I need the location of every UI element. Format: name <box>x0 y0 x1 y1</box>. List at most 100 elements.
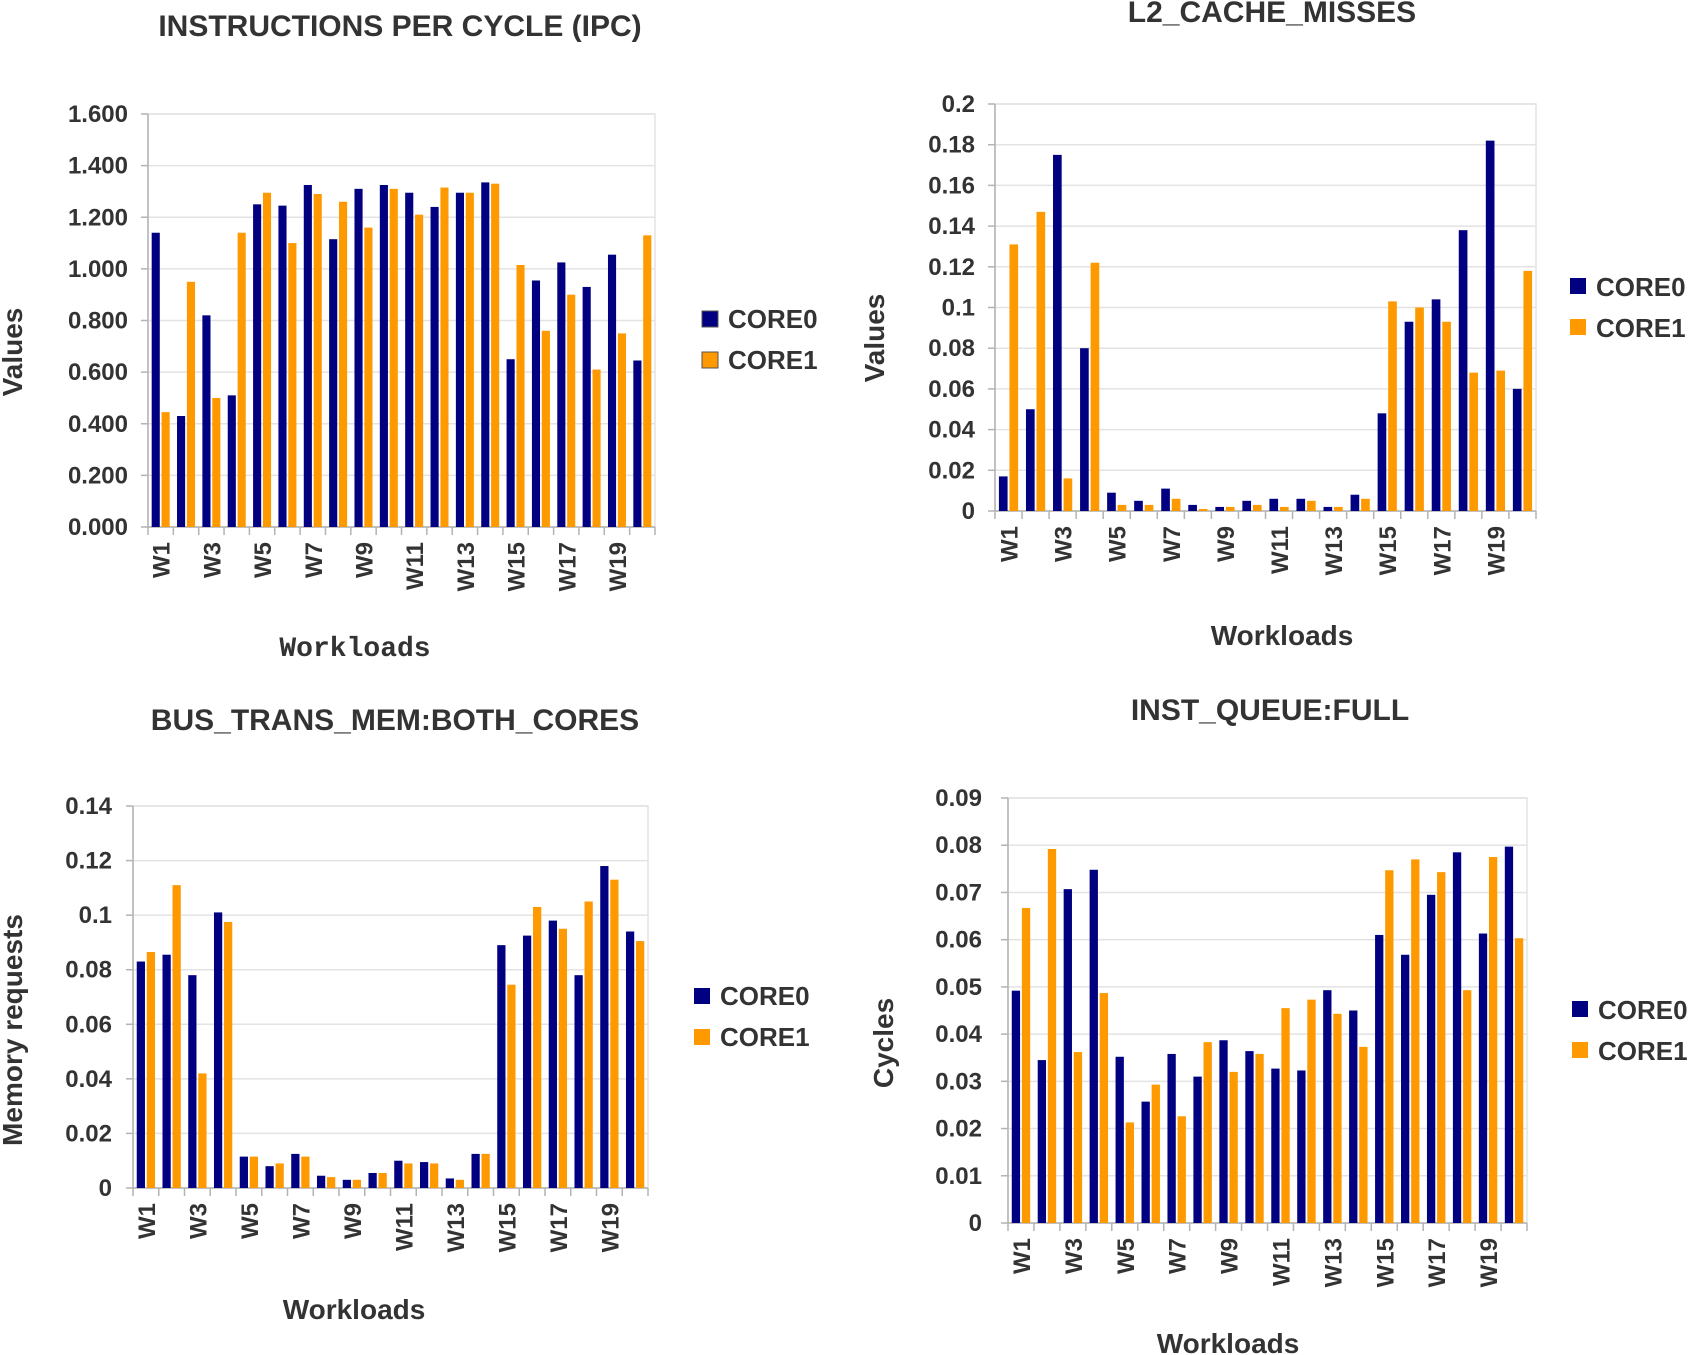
y-tick-label: 0.08 <box>65 957 112 984</box>
x-tick-label: W7 <box>288 1203 315 1239</box>
legend-swatch-core1 <box>701 351 719 369</box>
y-tick-label: 0.08 <box>935 832 982 859</box>
bar-core1-w8 <box>339 201 348 527</box>
bar-core0-w3 <box>1063 889 1072 1223</box>
bar-core0-w4 <box>227 395 236 527</box>
bar-core1-w5 <box>1125 1122 1134 1223</box>
x-tick-label: W1 <box>997 526 1024 562</box>
bar-core0-w12 <box>419 1162 429 1188</box>
bar-core0-w4 <box>1080 348 1089 511</box>
bar-core1-w15 <box>516 265 525 527</box>
bar-core0-w2 <box>1025 409 1035 511</box>
bar-core1-w10 <box>1252 504 1262 511</box>
bar-core0-w13 <box>445 1178 454 1188</box>
bar-core0-w4 <box>213 912 223 1188</box>
bar-core1-w3 <box>1063 478 1073 511</box>
bar-core1-w6 <box>288 243 297 527</box>
bar-core0-w4 <box>1089 869 1098 1223</box>
chart-title: BUS_TRANS_MEM:BOTH_CORES <box>151 704 639 737</box>
bar-core0-w17 <box>1426 894 1436 1223</box>
bar-core0-w18 <box>1458 230 1468 512</box>
bar-core1-w15 <box>507 984 516 1188</box>
bar-core1-w4 <box>1099 993 1109 1223</box>
bar-core1-w8 <box>327 1177 336 1188</box>
x-tick-label: W13 <box>453 542 480 591</box>
bar-core0-w16 <box>1401 954 1410 1223</box>
x-tick-label: W19 <box>1476 1238 1503 1287</box>
y-tick-label: 0.03 <box>935 1068 982 1095</box>
bar-core0-w2 <box>177 416 186 527</box>
legend-swatch-core0 <box>1570 278 1586 294</box>
bar-core0-w20 <box>625 931 635 1188</box>
legend-swatch-core0 <box>694 988 710 1004</box>
bar-core0-w15 <box>1377 413 1387 511</box>
bar-core1-w17 <box>1442 321 1451 511</box>
chart-ipc: INSTRUCTIONS PER CYCLE (IPC) 0.000 0.200 0… <box>0 10 818 665</box>
bar-core1-w5 <box>262 192 272 527</box>
y-tick-label: 0.000 <box>68 514 128 541</box>
bar-core1-w18 <box>1469 372 1478 511</box>
y-axis-title: Memory requests <box>0 914 28 1146</box>
bar-core0-w15 <box>506 359 515 527</box>
bar-core0-w16 <box>522 935 532 1188</box>
y-tick-label: 0 <box>962 498 975 525</box>
bar-core1-w14 <box>491 183 500 527</box>
legend-label-core1: CORE1 <box>720 1022 810 1052</box>
x-axis-title: Workloads <box>1211 620 1354 651</box>
bar-core0-w3 <box>1053 154 1062 511</box>
bar-core1-w2 <box>186 281 196 527</box>
legend: CORE0 CORE1 <box>1570 272 1686 343</box>
bar-core0-w12 <box>1296 498 1306 511</box>
bar-core0-w18 <box>582 286 591 527</box>
legend-label-core1: CORE1 <box>1598 1036 1688 1066</box>
bar-core0-w9 <box>354 188 363 527</box>
bar-core1-w15 <box>1385 870 1394 1223</box>
bar-core1-w14 <box>1359 1046 1368 1223</box>
bar-core0-w12 <box>430 206 439 528</box>
bar-core0-w9 <box>1219 1040 1228 1223</box>
y-tick-label: 0.04 <box>65 1066 112 1093</box>
bar-core1-w2 <box>1047 849 1057 1223</box>
y-tick-label: 0.16 <box>928 172 975 199</box>
x-tick-label: W19 <box>605 542 632 591</box>
bar-core1-w17 <box>558 928 568 1188</box>
bar-core1-w3 <box>198 1073 207 1188</box>
bar-core1-w13 <box>455 1179 465 1188</box>
x-tick-label: W9 <box>1213 526 1240 562</box>
bar-core1-w19 <box>610 879 619 1188</box>
bar-core1-w18 <box>1463 990 1472 1223</box>
bar-core1-w17 <box>567 294 576 527</box>
bar-core1-w6 <box>1144 504 1154 511</box>
y-tick-label: 0.02 <box>65 1120 112 1147</box>
bar-core1-w19 <box>1496 370 1506 511</box>
bar-core0-w9 <box>342 1179 351 1188</box>
bar-core1-w9 <box>364 227 373 527</box>
bar-core1-w12 <box>440 187 449 528</box>
bar-core1-w3 <box>212 397 221 527</box>
bar-core1-w6 <box>275 1163 284 1188</box>
y-tick-label: 0.200 <box>68 462 128 489</box>
bar-core1-w20 <box>643 235 652 527</box>
bar-core1-w11 <box>1279 506 1289 511</box>
bar-core0-w11 <box>1269 498 1279 511</box>
bar-core0-w18 <box>574 975 583 1188</box>
legend-label-core1: CORE1 <box>728 345 818 375</box>
bar-core0-w1 <box>151 232 160 528</box>
bar-core1-w17 <box>1437 872 1446 1223</box>
y-tick-label: 0.08 <box>928 335 975 362</box>
bar-core0-w16 <box>531 280 541 527</box>
bar-core0-w14 <box>481 182 490 527</box>
bar-core1-w6 <box>1151 1084 1160 1223</box>
x-tick-label: W19 <box>1483 526 1510 575</box>
bar-core1-w4 <box>237 232 246 528</box>
x-tick-label: W3 <box>1061 1238 1088 1274</box>
bar-core1-w20 <box>1523 270 1533 511</box>
bar-core0-w13 <box>1323 506 1333 511</box>
legend-label-core1: CORE1 <box>1596 313 1686 343</box>
y-tick-label: 0.02 <box>935 1116 982 1143</box>
x-tick-label: W5 <box>1113 1238 1140 1274</box>
bar-core0-w7 <box>303 184 312 527</box>
bar-core1-w7 <box>1171 498 1181 511</box>
chart-title: INSTRUCTIONS PER CYCLE (IPC) <box>158 10 641 43</box>
